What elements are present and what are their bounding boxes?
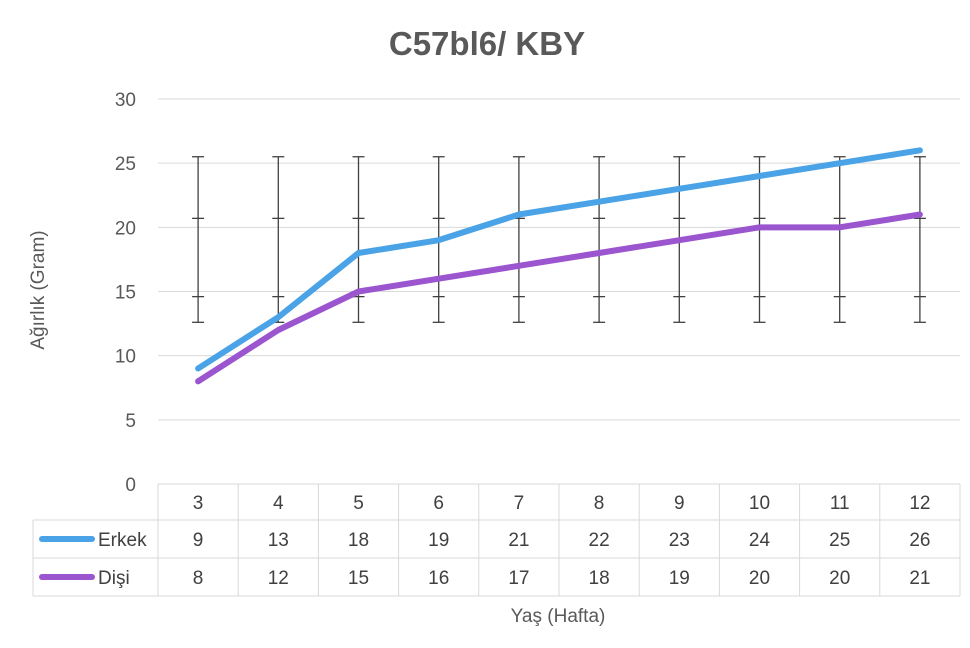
- y-tick-label: 5: [125, 411, 136, 432]
- table-cell: 12: [268, 568, 289, 589]
- x-axis-label: Yaş (Hafta): [511, 606, 606, 627]
- table-cell: 23: [669, 530, 690, 551]
- legend-label: Erkek: [98, 530, 147, 551]
- y-tick-label: 10: [115, 347, 136, 368]
- table-cell: 20: [749, 568, 770, 589]
- table-cell: 24: [749, 530, 771, 551]
- y-axis-ticks: 0 5 10 15 20 25 30: [115, 90, 136, 496]
- table-cell: 26: [909, 530, 930, 551]
- table-cell: 9: [193, 530, 204, 551]
- data-table: 3 4 5 6 7 8 9 10 11 12 Erkek 9 13 18 19 21 22 23 24 25 26 Diş…: [32, 483, 961, 597]
- x-tick-label: 3: [193, 493, 204, 514]
- series-lines: [195, 147, 923, 385]
- table-cell: 21: [508, 530, 529, 551]
- x-tick-label: 12: [909, 493, 930, 514]
- y-axis-label: Ağırlık (Gram): [28, 230, 49, 349]
- y-tick-label: 30: [115, 90, 136, 111]
- table-cell: 18: [348, 530, 369, 551]
- table-cell: 20: [829, 568, 850, 589]
- gridlines: [158, 98, 960, 421]
- table-cell: 8: [193, 568, 204, 589]
- table-cell: 15: [348, 568, 369, 589]
- error-bars: [192, 156, 926, 323]
- y-tick-label: 15: [115, 283, 136, 304]
- table-cell: 19: [669, 568, 690, 589]
- x-tick-label: 4: [273, 493, 284, 514]
- table-cell: 17: [508, 568, 529, 589]
- x-tick-label: 11: [830, 493, 850, 514]
- x-tick-label: 9: [674, 493, 685, 514]
- chart-title: C57bl6/ KBY: [389, 25, 585, 62]
- table-cell: 21: [909, 568, 930, 589]
- y-tick-label: 25: [115, 154, 136, 175]
- table-cell: 19: [428, 530, 449, 551]
- x-tick-label: 7: [514, 493, 525, 514]
- series-line-dişi: [195, 211, 923, 385]
- x-tick-label: 5: [353, 493, 364, 514]
- table-cell: 25: [829, 530, 850, 551]
- x-tick-label: 8: [594, 493, 605, 514]
- x-tick-label: 10: [749, 493, 770, 514]
- x-tick-label: 6: [433, 493, 444, 514]
- table-cell: 13: [268, 530, 289, 551]
- y-tick-label: 20: [115, 218, 136, 239]
- legend-label: Dişi: [98, 568, 130, 589]
- table-cell: 16: [428, 568, 449, 589]
- series-line-erkek: [195, 147, 923, 372]
- y-tick-label: 0: [125, 475, 136, 496]
- table-cell: 18: [589, 568, 610, 589]
- table-cell: 22: [589, 530, 610, 551]
